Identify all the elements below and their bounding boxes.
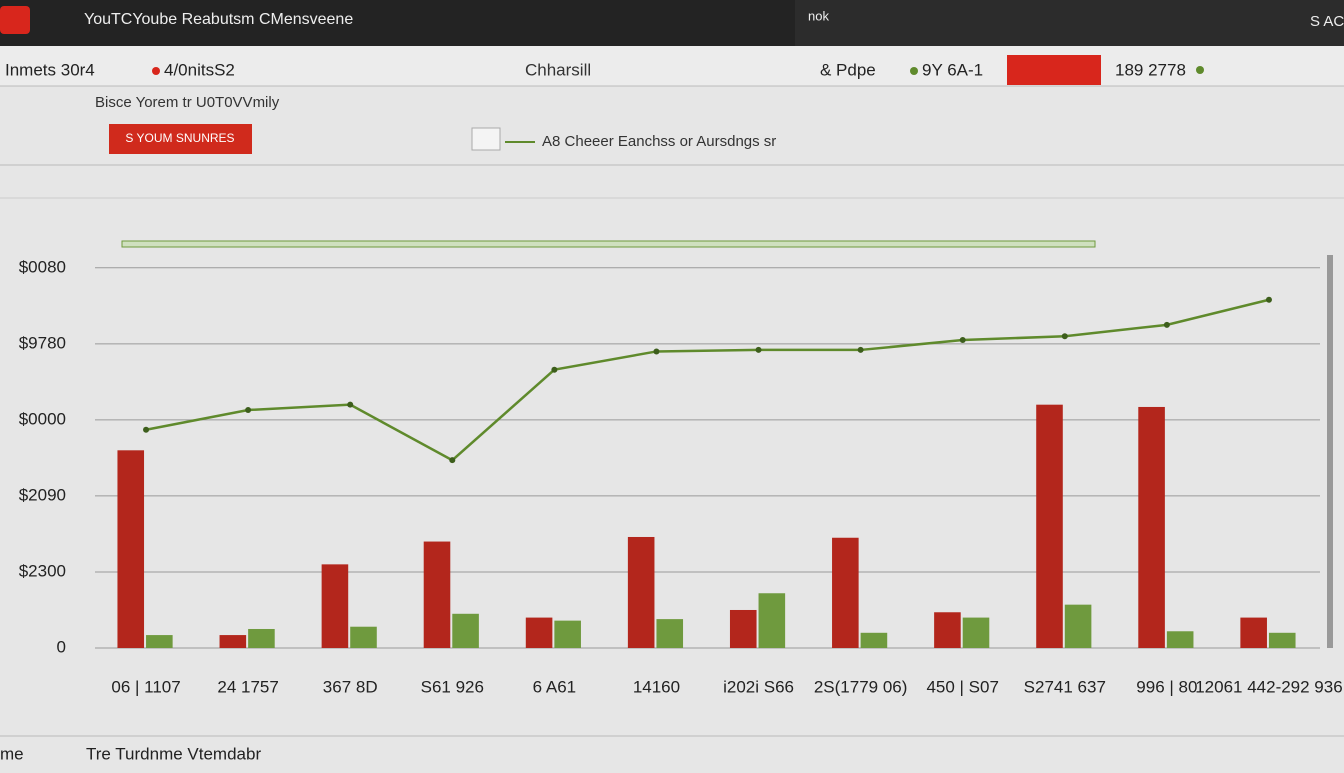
bar — [525, 617, 553, 648]
bar — [350, 626, 377, 648]
progress-bar — [121, 240, 1096, 248]
y-tick-label: $0080 — [19, 257, 66, 276]
bar — [832, 537, 859, 648]
line-point — [959, 337, 966, 344]
bar — [1268, 632, 1296, 648]
bar — [423, 541, 451, 648]
bar — [1064, 604, 1092, 648]
toolbar-total: 189 2778 — [1115, 60, 1186, 79]
bar — [627, 536, 655, 648]
x-tick-label: 14160 — [633, 677, 680, 696]
line-point — [551, 366, 558, 373]
bar — [1166, 631, 1194, 648]
bar — [758, 593, 786, 648]
x-tick-label: i202i S66 — [723, 677, 794, 696]
line-point — [1265, 296, 1272, 303]
y-tick-label: $9780 — [19, 333, 66, 352]
legend-red[interactable] — [109, 124, 252, 154]
bar — [962, 617, 990, 648]
bar — [452, 613, 479, 648]
footer-label: Tre Turdnme Vtemdabr — [86, 744, 261, 763]
bar — [554, 620, 581, 648]
y-tick-label: $2300 — [19, 561, 66, 580]
bar — [1240, 617, 1267, 648]
toolbar-metric: 4/0nitsS2 — [164, 60, 235, 79]
top-right-panel — [795, 0, 1344, 46]
legend-icon — [471, 127, 501, 151]
toolbar-left: Inmets 30r4 — [5, 60, 95, 79]
dot — [910, 67, 918, 75]
footer-left: me — [0, 744, 24, 763]
bar — [860, 632, 888, 648]
bar — [934, 612, 961, 648]
x-tick-label: S61 926 — [421, 677, 484, 696]
bar — [248, 628, 275, 648]
toolbar-stat: 9Y 6A-1 — [922, 60, 983, 79]
line-point — [755, 346, 762, 353]
x-tick-label: 2S(1779 06) — [814, 677, 908, 696]
x-tick-label: 12061 442-292 936 — [1195, 677, 1342, 696]
legend-red-label: S YOUM SNUNRES — [125, 131, 234, 145]
bar — [146, 635, 173, 648]
bar — [1138, 406, 1165, 648]
chart-subtitle: Bisce Yorem tr U0T0VVmily — [95, 94, 280, 111]
legend-line-label: A8 Cheeer Eanchss or Aursdngs sr — [542, 133, 776, 150]
y-tick-label: $2090 — [19, 485, 66, 504]
line-point — [347, 401, 354, 408]
line-point — [1163, 321, 1170, 328]
x-tick-label: S2741 637 — [1024, 677, 1106, 696]
app-title: YouTCYoube Reabutsm CMensveene — [84, 11, 353, 28]
bar — [219, 635, 247, 648]
line-series — [145, 298, 1270, 462]
bar — [729, 609, 757, 648]
line-point — [449, 457, 456, 464]
logo[interactable] — [0, 6, 30, 34]
toolbar — [0, 46, 1344, 86]
dot — [1196, 66, 1204, 74]
line-point — [653, 348, 660, 355]
corner[interactable]: S AC — [1310, 13, 1344, 30]
x-tick-label: 996 | 80 — [1136, 677, 1197, 696]
toolbar-center: Chharsill — [525, 60, 591, 79]
x-tick-label: 367 8D — [323, 677, 378, 696]
x-tick-label: 24 1757 — [217, 677, 278, 696]
bar — [1036, 404, 1063, 648]
bar — [117, 450, 145, 648]
x-tick-label: 6 A61 — [533, 677, 577, 696]
right-label: nok — [808, 8, 829, 23]
x-tick-label: 06 | 1107 — [111, 677, 180, 696]
dot — [152, 67, 160, 75]
y-tick-label: $0000 — [19, 409, 66, 428]
toolbar-page[interactable]: & Pdpe — [820, 60, 876, 79]
line-point — [1061, 333, 1068, 340]
line-point — [857, 346, 864, 353]
line-point — [245, 407, 252, 414]
bar — [656, 619, 684, 648]
y-tick-label: 0 — [57, 637, 66, 656]
bar — [321, 564, 349, 648]
x-tick-label: 450 | S07 — [926, 677, 998, 696]
red-block[interactable] — [1007, 55, 1101, 85]
line-point — [143, 426, 150, 433]
